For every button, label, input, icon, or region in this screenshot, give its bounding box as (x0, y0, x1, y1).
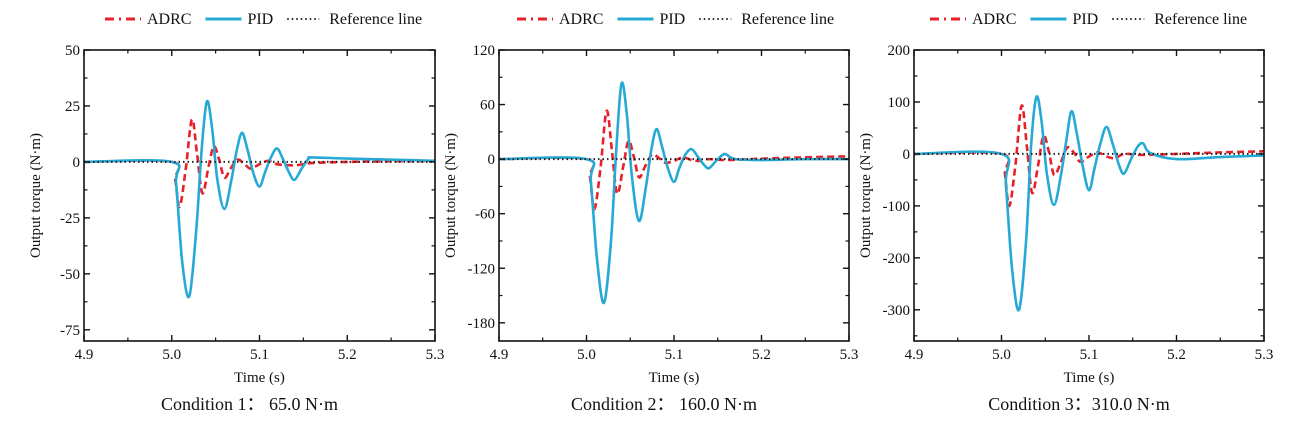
y-tick-label: -200 (883, 251, 911, 267)
legend-label: Reference line (329, 11, 422, 28)
x-tick-label: 5.3 (840, 347, 859, 363)
x-tick-label: 5.1 (250, 347, 269, 363)
panel-caption: Condition 2： 160.0 N·m (571, 394, 757, 414)
panel-caption: Condition 3：310.0 N·m (988, 394, 1170, 414)
chart-panel-1: ADRC PID Reference line 4.9 5.0 5.1 5.2 5.3 50 25… (28, 11, 444, 414)
x-tick-label: 4.9 (75, 347, 94, 363)
legend-label: PID (659, 11, 685, 28)
x-tick-label: 5.2 (752, 347, 771, 363)
y-tick-label: -25 (60, 211, 80, 227)
x-tick-label: 5.3 (1255, 347, 1274, 363)
x-tick-label: 5.3 (426, 347, 445, 363)
series-line-adrc (914, 104, 1264, 208)
legend-label: PID (1072, 11, 1098, 28)
legend-label: Reference line (1154, 11, 1247, 28)
series-line-adrc (84, 118, 435, 208)
y-tick-label: -100 (883, 199, 911, 215)
y-axis-label: Output torque (N·m) (28, 133, 44, 258)
legend-label: PID (247, 11, 273, 28)
x-tick-label: 5.1 (665, 347, 684, 363)
legend-label: ADRC (972, 11, 1016, 28)
x-tick-label: 4.9 (905, 347, 924, 363)
plot-frame (913, 49, 1265, 342)
x-tick-label: 5.0 (162, 347, 181, 363)
y-tick-label: -180 (468, 316, 496, 332)
legend-label: ADRC (147, 11, 191, 28)
y-tick-label: 0 (73, 155, 81, 171)
x-axis-label: Time (s) (649, 370, 700, 386)
y-tick-label: -60 (475, 207, 495, 223)
plot-frame (83, 49, 436, 342)
legend-label: Reference line (741, 11, 834, 28)
y-tick-label: -50 (60, 267, 80, 283)
y-tick-label: 200 (888, 43, 911, 59)
x-axis-label: Time (s) (1064, 370, 1115, 386)
x-tick-label: 5.2 (1167, 347, 1186, 363)
chart-panel-3: ADRC PID Reference line 4.9 5.0 5.1 5.2 5.3 200 1… (858, 11, 1273, 414)
legend: ADRC PID Reference line (105, 11, 422, 28)
panel-caption: Condition 1： 65.0 N·m (161, 394, 338, 414)
y-tick-label: 50 (65, 43, 80, 59)
y-tick-label: -120 (468, 261, 496, 277)
series-line-pid (84, 99, 435, 299)
legend: ADRC PID Reference line (930, 11, 1247, 28)
y-tick-label: 60 (480, 98, 495, 114)
y-tick-label: -75 (60, 323, 80, 339)
chart-panel-2: ADRC PID Reference line 4.9 5.0 5.1 5.2 5.3 120 6… (443, 11, 858, 414)
x-axis-label: Time (s) (234, 370, 285, 386)
x-tick-label: 5.0 (992, 347, 1011, 363)
y-tick-label: 0 (488, 152, 496, 168)
x-tick-label: 5.2 (338, 347, 357, 363)
y-tick-label: 25 (65, 99, 80, 115)
y-tick-label: 100 (888, 95, 911, 111)
x-tick-label: 5.0 (577, 347, 596, 363)
x-tick-label: 5.1 (1080, 347, 1099, 363)
y-axis-label: Output torque (N·m) (858, 133, 874, 258)
y-tick-label: 0 (903, 147, 911, 163)
y-axis-label: Output torque (N·m) (443, 133, 459, 258)
y-tick-label: -300 (883, 303, 911, 319)
plot-frame (498, 49, 850, 342)
series-line-pid (499, 81, 849, 305)
series-line-adrc (499, 109, 849, 211)
legend-label: ADRC (559, 11, 603, 28)
series-line-pid (914, 95, 1264, 312)
y-tick-label: 120 (473, 43, 496, 59)
x-tick-label: 4.9 (490, 347, 509, 363)
legend: ADRC PID Reference line (517, 11, 834, 28)
